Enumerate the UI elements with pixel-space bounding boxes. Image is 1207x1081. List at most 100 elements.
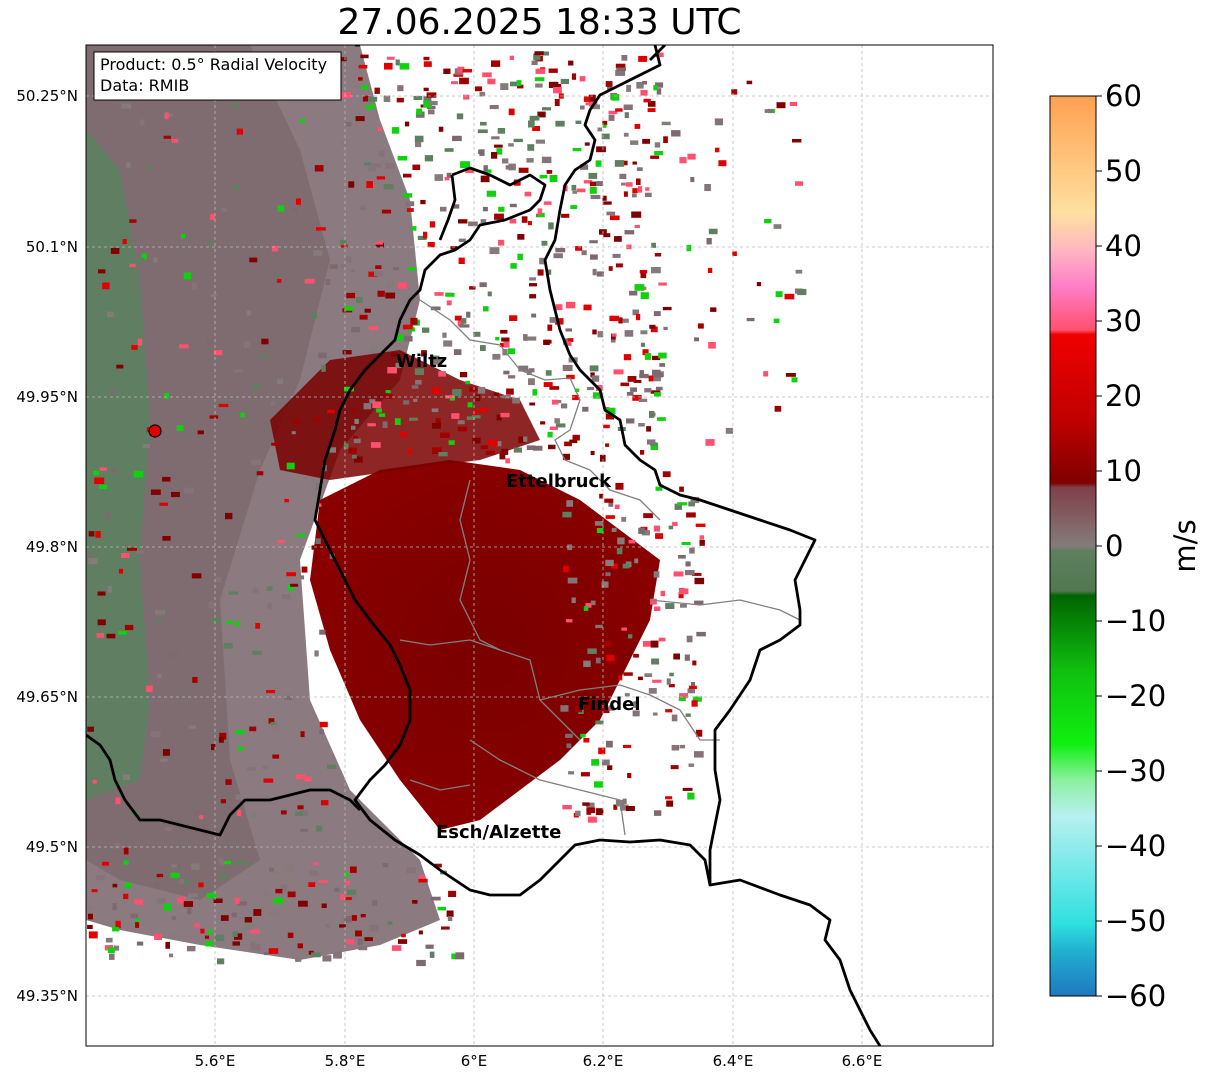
radar-pixel bbox=[313, 250, 323, 256]
radar-pixel bbox=[532, 389, 538, 396]
radar-pixel bbox=[221, 207, 227, 212]
radar-pixel bbox=[87, 726, 94, 732]
radar-pixel bbox=[115, 920, 121, 928]
radar-pixel bbox=[356, 296, 363, 303]
radar-pixel bbox=[311, 952, 321, 958]
radar-pixel bbox=[714, 118, 723, 126]
radar-pixel bbox=[355, 930, 362, 937]
radar-pixel bbox=[206, 892, 217, 899]
radar-pixel bbox=[646, 439, 656, 445]
radar-pixel bbox=[651, 658, 660, 665]
radar-pixel bbox=[542, 107, 552, 111]
radar-pixel bbox=[415, 141, 422, 148]
radar-pixel bbox=[118, 631, 127, 635]
radar-pixel bbox=[345, 897, 352, 901]
radar-pixel bbox=[397, 85, 404, 92]
radar-pixel bbox=[250, 943, 261, 951]
radar-pixel bbox=[572, 148, 582, 152]
radar-pixel bbox=[102, 282, 110, 290]
radar-pixel bbox=[417, 235, 427, 240]
radar-pixel bbox=[642, 80, 648, 85]
radar-pixel bbox=[457, 320, 464, 327]
radar-pixel bbox=[431, 896, 441, 901]
radar-pixel bbox=[710, 307, 717, 312]
radar-pixel bbox=[587, 816, 597, 823]
radar-pixel bbox=[548, 68, 558, 73]
radar-pixel bbox=[687, 792, 695, 800]
radar-pixel bbox=[384, 62, 393, 70]
radar-pixel bbox=[395, 59, 400, 66]
colorbar-tick-label: −40 bbox=[1105, 829, 1166, 863]
radar-pixel bbox=[342, 350, 352, 355]
radar-pixel bbox=[603, 641, 611, 648]
radar-pixel bbox=[691, 682, 695, 686]
radar-pixel bbox=[606, 654, 615, 661]
radar-pixel bbox=[650, 326, 658, 333]
radar-pixel bbox=[309, 870, 319, 876]
radar-pixel bbox=[127, 547, 137, 551]
radar-pixel bbox=[136, 941, 144, 946]
radar-pixel bbox=[626, 391, 634, 396]
radar-pixel bbox=[418, 930, 423, 935]
radar-pixel bbox=[121, 553, 130, 558]
radar-pixel bbox=[256, 471, 264, 476]
radar-pixel bbox=[455, 952, 465, 960]
radar-pixel bbox=[592, 329, 597, 335]
radar-pixel bbox=[171, 491, 180, 498]
radar-pixel bbox=[565, 328, 572, 332]
lat-tick: 49.95°N bbox=[16, 388, 78, 406]
radar-pixel bbox=[691, 700, 698, 707]
radar-pixel bbox=[364, 937, 373, 941]
radar-pixel bbox=[792, 139, 802, 143]
radar-pixel bbox=[583, 660, 591, 667]
colorbar-gradient bbox=[1049, 95, 1097, 997]
radar-pixel bbox=[547, 324, 553, 331]
radar-pixel bbox=[412, 164, 421, 170]
radar-pixel bbox=[359, 314, 368, 320]
radar-pixel bbox=[374, 271, 383, 277]
radar-pixel bbox=[250, 929, 260, 934]
radar-pixel bbox=[116, 364, 124, 369]
radar-pixel bbox=[375, 242, 384, 248]
radar-pixel bbox=[435, 418, 441, 425]
radar-pixel bbox=[673, 571, 684, 577]
radar-pixel bbox=[588, 172, 598, 179]
radar-pixel bbox=[384, 394, 393, 399]
radar-pixel bbox=[541, 51, 549, 56]
radar-pixel bbox=[555, 247, 566, 253]
radar-pixel bbox=[272, 870, 280, 874]
radar-pixel bbox=[404, 121, 410, 127]
radar-pixel bbox=[682, 787, 693, 791]
radar-pixel bbox=[506, 388, 514, 395]
radar-pixel bbox=[443, 340, 453, 347]
radar-pixel bbox=[521, 216, 528, 223]
radar-pixel bbox=[562, 805, 572, 810]
radar-pixel bbox=[502, 158, 509, 164]
radar-pixel bbox=[204, 935, 210, 939]
city-label-wiltz: Wiltz bbox=[396, 351, 447, 372]
radar-pixel bbox=[368, 96, 378, 102]
radar-pixel bbox=[445, 292, 455, 297]
radar-pixel bbox=[96, 875, 105, 881]
radar-pixel bbox=[623, 104, 633, 110]
map-panel[interactable]: Product: 0.5° Radial Velocity Data: RMIB… bbox=[85, 44, 994, 1047]
radar-pixel bbox=[592, 104, 600, 110]
radar-pixel bbox=[613, 804, 618, 810]
radar-pixel bbox=[99, 484, 108, 489]
radar-pixel bbox=[494, 144, 503, 148]
radar-pixel bbox=[582, 802, 590, 806]
radar-pixel bbox=[453, 204, 460, 209]
radar-pixel bbox=[590, 600, 596, 606]
radar-pixel bbox=[528, 368, 535, 373]
radar-pixel bbox=[510, 263, 517, 269]
radar-pixel bbox=[654, 253, 662, 257]
radar-pixel bbox=[315, 482, 322, 490]
radar-pixel bbox=[642, 349, 649, 356]
radar-pixel bbox=[243, 341, 251, 348]
radar-pixel bbox=[623, 672, 633, 676]
radar-pixel bbox=[596, 181, 603, 186]
radar-pixel bbox=[231, 912, 237, 918]
radar-pixel bbox=[251, 459, 261, 465]
radar-pixel bbox=[602, 124, 607, 128]
radar-pixel bbox=[164, 826, 173, 831]
